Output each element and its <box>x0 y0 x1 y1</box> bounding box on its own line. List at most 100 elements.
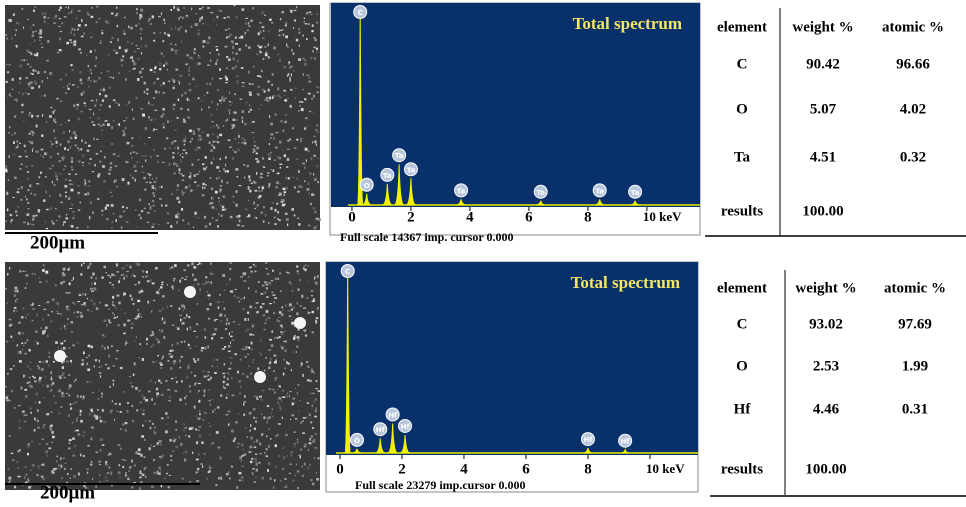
speckle <box>201 350 203 352</box>
speckle <box>35 7 37 8</box>
speckle <box>253 66 254 68</box>
speckle <box>82 165 84 166</box>
speckle <box>58 347 59 348</box>
speckle <box>208 294 211 296</box>
speckle <box>173 6 175 9</box>
speckle <box>173 280 175 282</box>
speckle <box>116 411 118 412</box>
speckle <box>74 302 75 305</box>
speckle <box>316 408 317 411</box>
speckle <box>241 226 244 227</box>
speckle <box>207 7 210 9</box>
speckle <box>308 265 310 267</box>
speckle <box>90 263 92 265</box>
speckle <box>145 127 147 130</box>
speckle <box>147 301 149 304</box>
speckle <box>40 154 41 156</box>
speckle <box>215 141 218 142</box>
speckle <box>268 43 269 46</box>
speckle <box>267 172 269 174</box>
speckle <box>69 130 70 132</box>
speckle <box>310 417 311 419</box>
speckle <box>55 208 56 209</box>
speckle <box>24 59 25 61</box>
speckle <box>143 456 145 458</box>
speckle <box>173 162 174 165</box>
bright-particle <box>294 317 306 329</box>
speckle <box>50 141 51 143</box>
speckle <box>248 214 250 217</box>
peak-label: Hf <box>621 438 631 446</box>
speckle <box>284 194 285 196</box>
speckle <box>184 279 187 280</box>
speckle <box>99 360 100 363</box>
speckle <box>258 108 260 109</box>
speckle <box>60 377 62 379</box>
speckle <box>253 137 254 138</box>
speckle <box>58 464 60 467</box>
speckle <box>244 142 247 144</box>
speckle <box>196 13 198 15</box>
speckle <box>244 395 245 398</box>
speckle <box>86 54 88 56</box>
speckle <box>68 120 70 122</box>
speckle <box>193 284 194 286</box>
speckle <box>308 225 311 227</box>
speckle <box>143 409 145 412</box>
speckle <box>218 126 220 129</box>
speckle <box>121 227 123 229</box>
speckle <box>125 161 127 162</box>
speckle <box>291 309 293 311</box>
speckle <box>5 288 7 290</box>
speckle <box>65 166 66 167</box>
speckle <box>258 86 260 88</box>
speckle <box>198 383 201 384</box>
speckle <box>283 331 285 333</box>
speckle <box>317 275 319 278</box>
speckle <box>207 308 210 310</box>
speckle <box>61 22 63 24</box>
speckle <box>197 468 199 470</box>
speckle <box>309 173 311 175</box>
speckle <box>110 162 112 164</box>
speckle <box>65 192 67 193</box>
speckle <box>299 101 301 103</box>
speckle <box>12 78 14 81</box>
speckle <box>285 177 287 179</box>
speckle <box>227 318 228 321</box>
speckle <box>96 6 99 8</box>
speckle <box>100 481 101 483</box>
speckle <box>299 45 300 47</box>
speckle <box>9 267 10 270</box>
speckle <box>132 177 134 179</box>
speckle <box>154 195 155 197</box>
speckle <box>197 217 200 218</box>
speckle <box>296 39 298 42</box>
speckle <box>68 387 69 389</box>
speckle <box>274 479 276 481</box>
speckle <box>60 124 63 126</box>
speckle <box>113 365 115 367</box>
speckle <box>135 363 136 364</box>
speckle <box>87 150 90 152</box>
speckle <box>225 82 228 83</box>
speckle <box>216 178 218 180</box>
speckle <box>116 307 117 309</box>
speckle <box>117 316 118 318</box>
speckle <box>312 300 315 302</box>
speckle <box>273 370 275 372</box>
speckle <box>131 323 134 325</box>
speckle <box>93 415 94 417</box>
speckle <box>135 63 137 65</box>
speckle <box>184 308 185 309</box>
speckle <box>130 334 131 335</box>
speckle <box>312 427 314 429</box>
speckle <box>168 353 171 354</box>
table-cell: O <box>736 358 748 374</box>
speckle <box>153 150 155 151</box>
speckle <box>206 83 208 85</box>
speckle <box>294 147 297 148</box>
speckle <box>32 150 33 152</box>
speckle <box>245 331 246 332</box>
speckle <box>187 117 190 119</box>
